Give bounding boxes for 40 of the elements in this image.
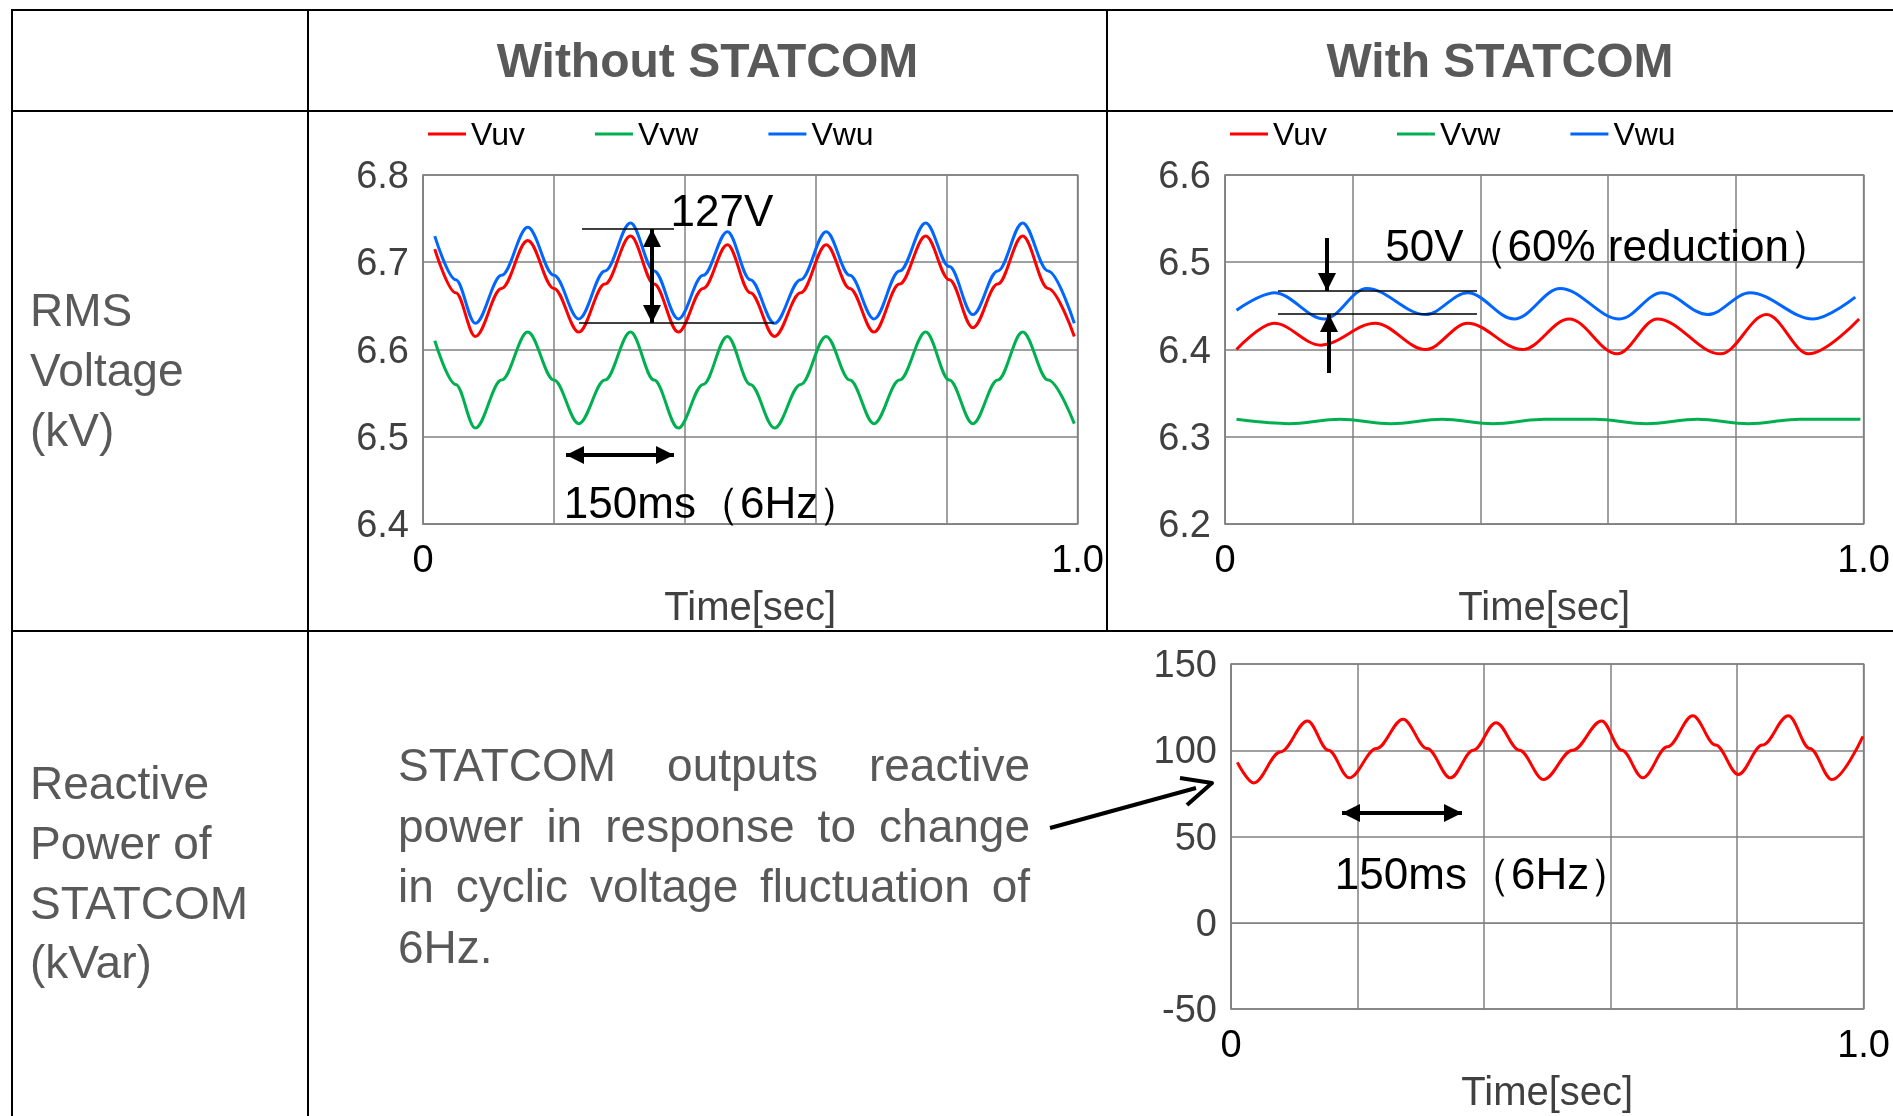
x-axis-title: Time[sec] bbox=[1461, 1069, 1634, 1113]
y-tick-label: 6.5 bbox=[356, 415, 409, 458]
annotation: 127V bbox=[670, 186, 774, 235]
x-tick-label: 1.0 bbox=[1051, 538, 1104, 580]
y-tick-label: 50 bbox=[1174, 815, 1217, 858]
y-tick-label: 6.6 bbox=[1158, 154, 1211, 196]
annotation: 150ms（6Hz） bbox=[1334, 849, 1634, 898]
y-tick-label: 100 bbox=[1153, 729, 1217, 772]
y-tick-label: 6.6 bbox=[356, 328, 409, 371]
x-axis-title: Time[sec] bbox=[1458, 584, 1631, 628]
legend-label: Vwu bbox=[811, 116, 874, 152]
legend-label: Vvw bbox=[637, 116, 700, 152]
y-tick-label: 6.8 bbox=[356, 154, 409, 196]
text: STATCOM outputs reactive power in response to change in cyclic voltage fluctuation of 6Hz. bbox=[398, 738, 1030, 976]
legend-label: Vuv bbox=[1273, 116, 1327, 152]
line-series bbox=[1235, 714, 1865, 785]
line-series bbox=[1234, 313, 1861, 356]
line-series bbox=[433, 330, 1076, 430]
legend-label: Vwu bbox=[1613, 116, 1676, 152]
y-tick-label: -50 bbox=[1162, 988, 1217, 1030]
annotation: 50V（60% reduction） bbox=[1385, 220, 1833, 270]
y-tick-label: 0 bbox=[1195, 901, 1217, 944]
y-tick-label: 6.5 bbox=[1158, 241, 1211, 284]
y-tick-label: 150 bbox=[1153, 643, 1217, 685]
legend-label: Vuv bbox=[471, 116, 525, 152]
y-tick-label: 6.4 bbox=[1158, 328, 1211, 371]
legend-label: Vvw bbox=[1439, 116, 1502, 152]
y-axis-title: Reactive Power of STATCOM (kVar) bbox=[30, 755, 250, 991]
chart-title: Without STATCOM bbox=[495, 33, 920, 89]
annotation: 150ms（6Hz） bbox=[563, 478, 863, 527]
y-tick-label: 6.4 bbox=[356, 503, 409, 545]
x-tick-label: 1.0 bbox=[1837, 538, 1890, 580]
x-tick-label: 1.0 bbox=[1837, 1023, 1890, 1065]
line-series bbox=[433, 234, 1076, 338]
y-tick-label: 6.3 bbox=[1158, 415, 1211, 458]
y-axis-title: RMS Voltage (kV) bbox=[30, 283, 185, 458]
x-axis-title: Time[sec] bbox=[664, 584, 837, 628]
y-tick-label: 6.7 bbox=[356, 241, 409, 284]
chart-title: With STATCOM bbox=[1325, 33, 1675, 89]
y-tick-label: 6.2 bbox=[1158, 503, 1211, 545]
